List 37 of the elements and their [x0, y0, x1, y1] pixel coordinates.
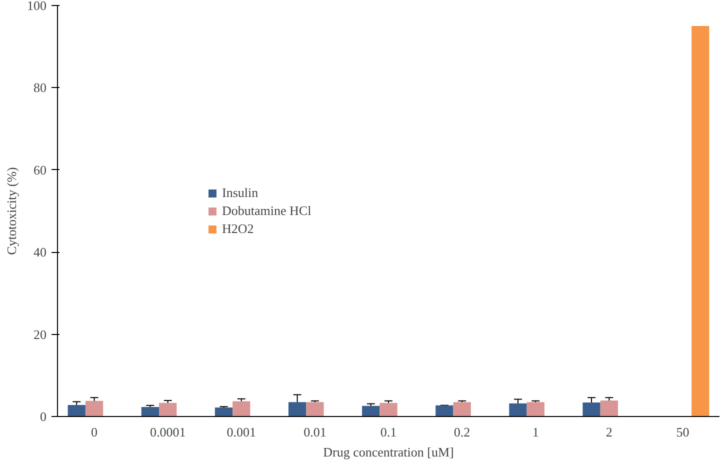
- bar: [288, 402, 306, 416]
- x-tick-label: 0: [91, 424, 98, 440]
- bar: [509, 403, 527, 416]
- bar: [600, 400, 618, 416]
- y-tick-label: 0: [40, 409, 46, 424]
- legend-label: Insulin: [222, 184, 258, 200]
- x-tick-label: 1: [532, 424, 539, 440]
- x-tick-label: 0.001: [226, 424, 256, 440]
- y-tick-label: 60: [34, 162, 46, 178]
- x-tick-label: 2: [606, 424, 612, 440]
- bar: [692, 26, 710, 416]
- y-tick-label: 100: [27, 0, 46, 13]
- x-tick-label: 0.0001: [150, 424, 186, 440]
- bar: [582, 402, 600, 416]
- y-axis-title: Cytotoxicity (%): [4, 167, 19, 255]
- bar: [214, 407, 233, 416]
- bar: [141, 407, 160, 416]
- bar: [306, 402, 324, 416]
- x-tick-label: 0.2: [454, 424, 470, 440]
- x-tick-label: 50: [676, 424, 690, 440]
- bar: [436, 405, 454, 416]
- bar: [232, 401, 250, 416]
- legend-label: Dobutamine HCl: [222, 202, 312, 218]
- bar: [380, 402, 398, 416]
- y-tick-label: 40: [34, 244, 46, 260]
- x-tick-label: 0.1: [380, 424, 397, 440]
- bar: [453, 402, 471, 416]
- x-tick-label: 0.01: [304, 424, 326, 440]
- bar: [68, 404, 86, 416]
- bar: [159, 402, 177, 416]
- y-tick-label: 80: [34, 80, 46, 96]
- bar: [526, 402, 544, 416]
- legend-label: H2O2: [222, 220, 254, 236]
- y-tick-label: 20: [34, 326, 46, 342]
- bar: [85, 400, 104, 416]
- bar: [362, 406, 380, 416]
- x-axis-title: Drug concentration [uM]: [323, 444, 454, 460]
